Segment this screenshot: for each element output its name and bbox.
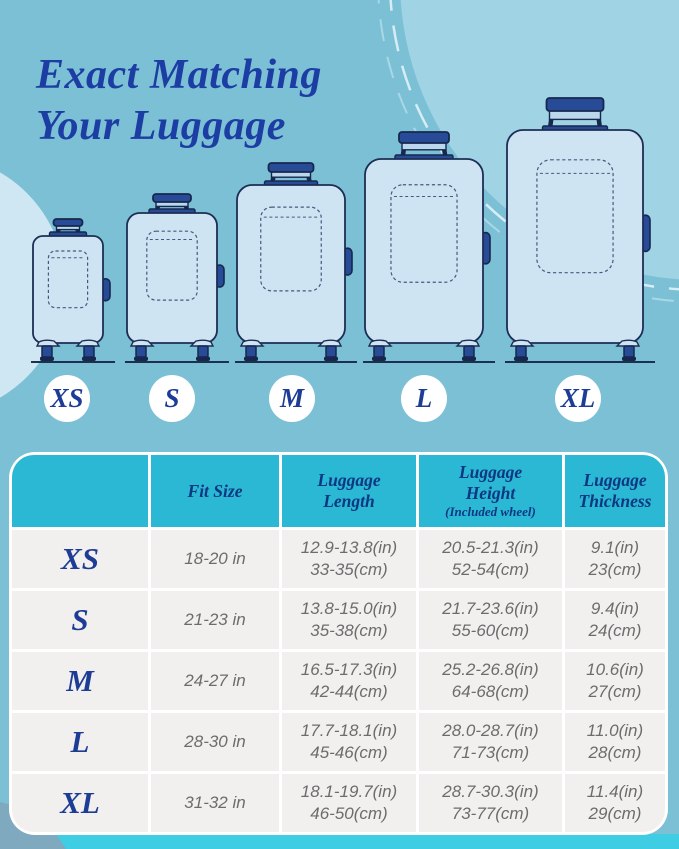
row-m-thickness: 10.6(in) 27(cm): [565, 652, 665, 710]
row-m-length: 16.5-17.3(in) 42-44(cm): [282, 652, 416, 710]
row-l-length: 17.7-18.1(in) 45-46(cm): [282, 713, 416, 771]
row-l-fit: 28-30 in: [151, 713, 279, 771]
bottom-strip: [0, 834, 679, 849]
row-s-size: S: [12, 591, 148, 649]
row-xl-fit: 31-32 in: [151, 774, 279, 832]
size-badge-l: L: [401, 375, 447, 422]
header-empty: [12, 455, 148, 527]
header-fit-size: Fit Size: [151, 455, 279, 527]
suitcase-xl-icon: [505, 97, 655, 369]
row-m-fit: 24-27 in: [151, 652, 279, 710]
row-s-length: 13.8-15.0(in) 35-38(cm): [282, 591, 416, 649]
suitcase-l-icon: [363, 131, 495, 369]
row-xs-fit: 18-20 in: [151, 530, 279, 588]
row-xs-thickness: 9.1(in) 23(cm): [565, 530, 665, 588]
row-xl-thickness: 11.4(in) 29(cm): [565, 774, 665, 832]
suitcase-s-icon: [125, 193, 229, 369]
luggage-illustration: [0, 69, 679, 369]
row-m-size: M: [12, 652, 148, 710]
header-luggage-thickness: Luggage Thickness: [565, 455, 665, 527]
row-l-size: L: [12, 713, 148, 771]
header-luggage-height: Luggage Height (Included wheel): [419, 455, 562, 527]
row-s-thickness: 9.4(in) 24(cm): [565, 591, 665, 649]
size-badge-xl: XL: [555, 375, 601, 422]
header-luggage-length: Luggage Length: [282, 455, 416, 527]
suitcase-xs-icon: [31, 218, 115, 369]
row-s-fit: 21-23 in: [151, 591, 279, 649]
size-badge-xs: XS: [44, 375, 90, 422]
row-s-height: 21.7-23.6(in) 55-60(cm): [419, 591, 562, 649]
row-l-thickness: 11.0(in) 28(cm): [565, 713, 665, 771]
row-xs-size: XS: [12, 530, 148, 588]
row-xl-size: XL: [12, 774, 148, 832]
row-xs-length: 12.9-13.8(in) 33-35(cm): [282, 530, 416, 588]
size-badge-m: M: [269, 375, 315, 422]
row-xl-length: 18.1-19.7(in) 46-50(cm): [282, 774, 416, 832]
size-chart-table: Fit Size Luggage Length Luggage Height (…: [9, 452, 668, 835]
page-title: Exact Matching Your Luggage: [36, 52, 322, 149]
row-xl-height: 28.7-30.3(in) 73-77(cm): [419, 774, 562, 832]
suitcase-m-icon: [235, 162, 357, 369]
size-badge-s: S: [149, 375, 195, 422]
header-luggage-height-text: Luggage Height: [458, 462, 523, 503]
row-l-height: 28.0-28.7(in) 71-73(cm): [419, 713, 562, 771]
row-m-height: 25.2-26.8(in) 64-68(cm): [419, 652, 562, 710]
header-wheel-note: (Included wheel): [445, 504, 536, 520]
row-xs-height: 20.5-21.3(in) 52-54(cm): [419, 530, 562, 588]
